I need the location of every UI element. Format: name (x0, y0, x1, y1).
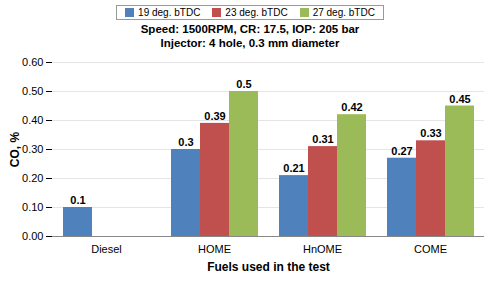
html-text:Injector: 4 hole, 0.3 mm diame: Injector: 4 hole, 0.3 mm diameter (160, 37, 340, 49)
svg-text:0.27: 0.27 (391, 145, 412, 157)
svg-text:0.33: 0.33 (420, 127, 441, 139)
svg-text:Fuels used in the test: Fuels used in the test (207, 260, 330, 274)
svg-text:0.31: 0.31 (312, 133, 333, 145)
svg-text:Diesel: Diesel (91, 243, 122, 255)
svg-text:COME: COME (414, 243, 447, 255)
html-text:23 deg. bTDC: 23 deg. bTDC (225, 6, 288, 18)
svg-text:0.5: 0.5 (236, 78, 251, 90)
svg-text:HnOME: HnOME (303, 243, 342, 255)
svg-text:CO, %: CO, % (8, 132, 22, 168)
svg-text:HOME: HOME (198, 243, 231, 255)
svg-text:0.00: 0.00 (22, 230, 43, 242)
svg-text:0.50: 0.50 (22, 85, 43, 97)
svg-text:0.1: 0.1 (70, 194, 85, 206)
html-text:Speed: 1500RPM, CR: 17.5, IOP:: Speed: 1500RPM, CR: 17.5, IOP: 205 bar (140, 23, 360, 35)
svg-text:0.30: 0.30 (22, 143, 43, 155)
svg-text:0.3: 0.3 (178, 136, 193, 148)
html-text:27 deg. bTDC: 27 deg. bTDC (312, 6, 375, 18)
svg-text:0.20: 0.20 (22, 172, 43, 184)
svg-text:0.21: 0.21 (283, 162, 304, 174)
svg-text:0.60: 0.60 (22, 56, 43, 68)
svg-text:0.10: 0.10 (22, 201, 43, 213)
svg-text:0.39: 0.39 (204, 110, 225, 122)
svg-text:0.42: 0.42 (341, 101, 362, 113)
html-text:19 deg. bTDC: 19 deg. bTDC (138, 6, 201, 18)
svg-text:0.40: 0.40 (22, 114, 43, 126)
svg-text:0.45: 0.45 (449, 93, 470, 105)
